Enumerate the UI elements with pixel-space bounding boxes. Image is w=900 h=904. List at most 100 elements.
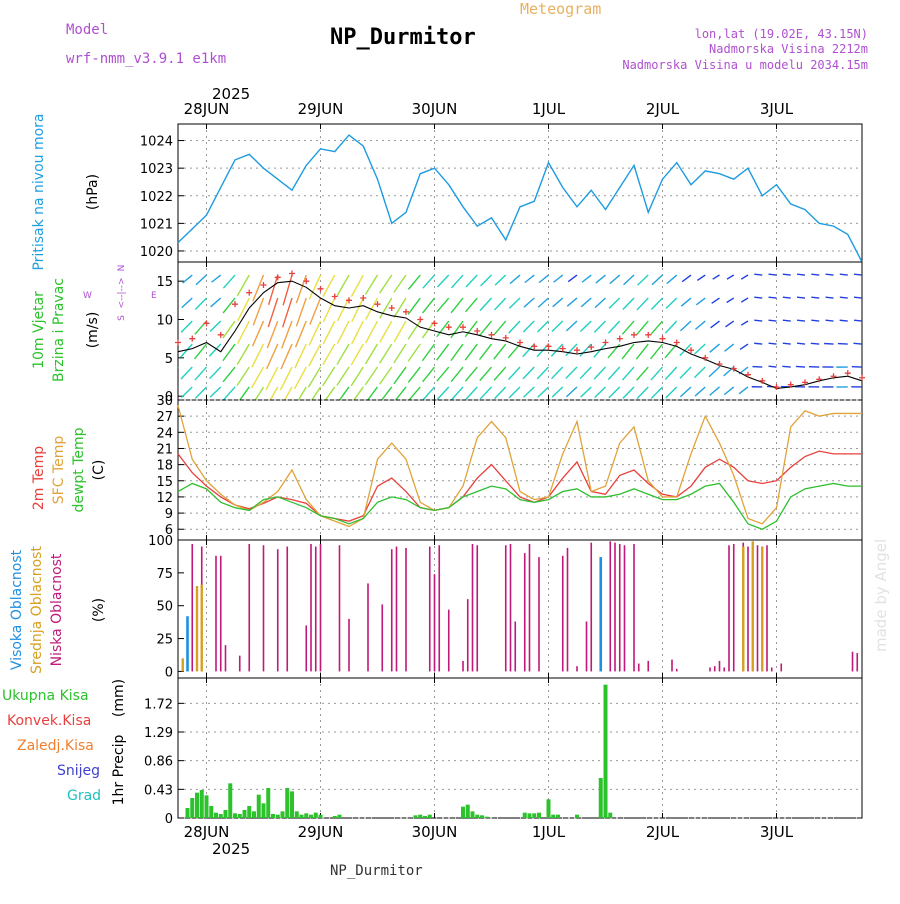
wind-barb <box>622 321 634 334</box>
model-elevation-text: Nadmorska Visina u modelu 2034.15m <box>622 58 868 72</box>
wind-barb <box>741 298 748 302</box>
low-cloud-bar <box>619 544 621 671</box>
wind-barb <box>323 344 335 365</box>
wind-barb <box>237 344 249 365</box>
wind-barb <box>423 387 435 400</box>
precip-bar <box>285 788 289 818</box>
gust-mark <box>617 336 623 342</box>
gust-mark <box>417 317 423 323</box>
low-cloud-bar <box>747 547 749 672</box>
wind-barb <box>651 367 663 380</box>
wind-barb <box>237 387 249 404</box>
low-cloud-bar <box>647 661 649 672</box>
wind-barb <box>394 321 406 342</box>
precip-bar <box>418 815 422 818</box>
precip-bar <box>300 815 304 818</box>
wind-barb <box>726 321 734 327</box>
low-cloud-bar <box>538 557 540 671</box>
gust-mark <box>531 343 537 349</box>
wind-barb <box>212 275 221 282</box>
low-cloud-bar <box>220 556 222 672</box>
wind-barb <box>237 367 249 385</box>
wind-barb <box>509 367 520 379</box>
y-tick-label: 9 <box>165 507 173 522</box>
wind-barb <box>840 297 848 298</box>
wind-barb <box>223 275 235 288</box>
precip-bar <box>537 813 541 818</box>
day-label-top: 30JUN <box>412 100 458 118</box>
wind-barb <box>365 344 377 364</box>
wind-barb <box>252 344 264 367</box>
wind-barb <box>666 387 677 398</box>
y-tick-label: 24 <box>156 426 173 441</box>
low-cloud-bar <box>576 666 578 671</box>
compass-n: N <box>117 265 127 272</box>
temp-unit: (C) <box>91 460 107 481</box>
y-tick-label: 100 <box>148 534 173 549</box>
y-tick-label: 21 <box>156 442 173 457</box>
gust-mark <box>332 294 338 300</box>
low-cloud-bar <box>396 547 398 672</box>
wind-barb <box>826 297 834 298</box>
wind-barb <box>709 367 719 377</box>
wind-barb <box>665 321 676 333</box>
wind-barb <box>524 298 534 307</box>
low-cloud-bar <box>524 553 526 671</box>
precip-bar <box>271 814 275 818</box>
wind-barb <box>210 387 221 397</box>
wind-barb <box>394 298 406 317</box>
wind-barb <box>210 321 221 331</box>
station-title: NP_Durmitor <box>330 25 476 50</box>
wind-barb <box>524 387 535 397</box>
low-cloud-bar <box>614 543 616 672</box>
wind-barbs <box>167 274 862 408</box>
wind-barb <box>167 367 178 379</box>
precip-bar <box>205 795 209 818</box>
wind-barb <box>495 275 506 285</box>
wind-barb <box>365 387 377 403</box>
panel-frame <box>178 540 862 678</box>
mid-cloud-bar <box>201 585 203 672</box>
legend-freezing-rain: Zaledj.Kisa <box>17 738 94 754</box>
wind-barb <box>594 321 605 332</box>
panel-frame <box>178 678 862 818</box>
wind-barb <box>567 298 577 306</box>
wind-barb <box>296 275 306 303</box>
low-cloud-bar <box>733 544 735 671</box>
wind-barb <box>854 297 862 298</box>
wind-barb <box>408 367 420 382</box>
precip-bar <box>575 815 579 818</box>
mid-cloud-bar <box>752 541 754 671</box>
wind-barb <box>595 387 606 398</box>
wind-barb <box>380 367 392 384</box>
wind-barb <box>182 298 192 308</box>
wind-barb <box>451 275 463 288</box>
gust-mark <box>189 336 195 342</box>
wind-barb <box>480 387 491 399</box>
wind-barb <box>710 344 720 352</box>
wind-barb <box>724 387 734 395</box>
wind-barb <box>309 275 320 299</box>
low-cloud-bar <box>671 660 673 672</box>
day-label-top: 1JUL <box>532 100 566 118</box>
wind-barb <box>696 298 705 305</box>
wind-barb <box>423 367 435 382</box>
low-cloud-bar <box>215 556 217 672</box>
wind-barb <box>351 344 363 365</box>
mid-cloud-bar <box>742 547 744 672</box>
wind-barb <box>769 366 777 367</box>
wind-barb <box>380 344 392 363</box>
low-cloud-bar <box>315 547 317 672</box>
low-cloud-bar <box>728 545 730 671</box>
wind-barb <box>539 275 548 283</box>
wind-barb <box>754 343 762 344</box>
wind-barb <box>754 320 762 321</box>
wind-barb <box>480 367 492 381</box>
precip-bar <box>243 810 247 818</box>
low-cloud-bar <box>239 656 241 672</box>
wind-barb <box>637 367 649 380</box>
wind-barb <box>352 321 364 344</box>
low-cloud-bar <box>429 547 431 672</box>
